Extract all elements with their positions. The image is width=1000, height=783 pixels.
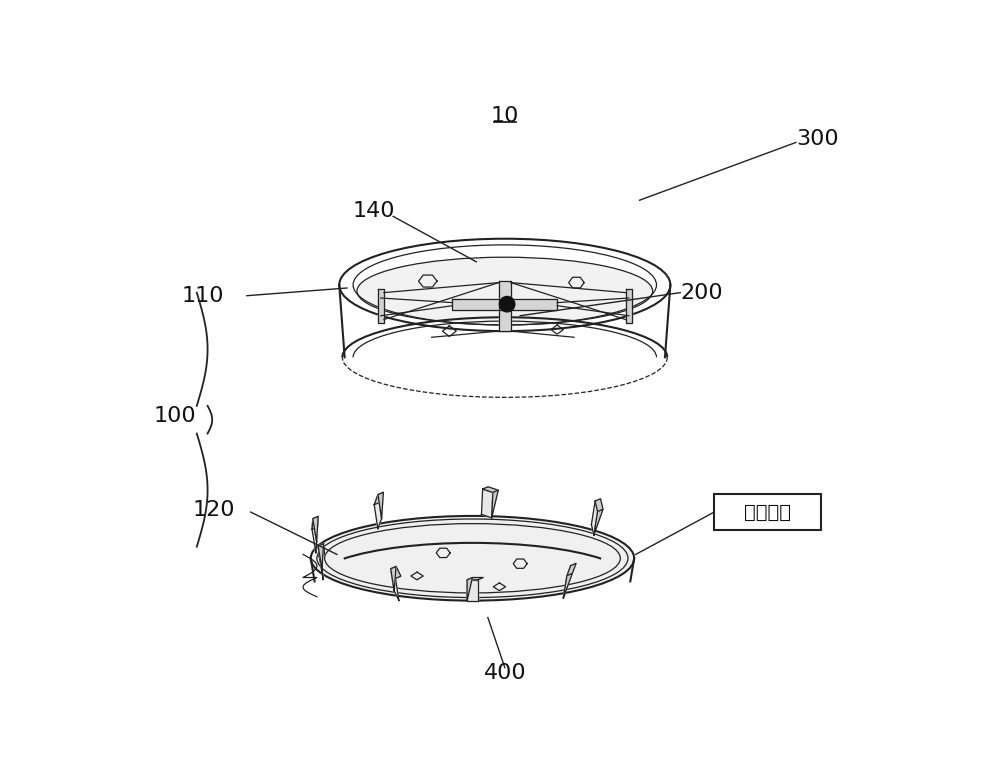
Polygon shape <box>374 495 382 529</box>
Polygon shape <box>595 499 603 511</box>
Polygon shape <box>511 299 557 309</box>
Polygon shape <box>483 487 498 493</box>
Polygon shape <box>378 493 383 518</box>
Ellipse shape <box>311 516 634 601</box>
Text: 200: 200 <box>680 283 723 302</box>
Polygon shape <box>626 289 632 323</box>
Text: 140: 140 <box>353 201 395 221</box>
Polygon shape <box>567 563 576 576</box>
Polygon shape <box>312 516 318 529</box>
Polygon shape <box>318 543 325 557</box>
Polygon shape <box>499 281 511 301</box>
Text: 400: 400 <box>483 663 526 683</box>
Polygon shape <box>391 568 399 601</box>
Polygon shape <box>499 309 511 331</box>
Polygon shape <box>594 509 603 535</box>
Bar <box>714 494 820 530</box>
Text: 120: 120 <box>193 500 235 520</box>
Circle shape <box>499 297 515 312</box>
Polygon shape <box>467 578 483 580</box>
Text: 报警单元: 报警单元 <box>744 503 791 521</box>
Polygon shape <box>318 546 323 579</box>
Polygon shape <box>563 573 572 598</box>
Ellipse shape <box>357 257 653 325</box>
Polygon shape <box>391 566 401 579</box>
Polygon shape <box>467 578 472 601</box>
Polygon shape <box>591 501 598 535</box>
Text: 300: 300 <box>796 128 838 149</box>
Text: 100: 100 <box>154 406 197 426</box>
Polygon shape <box>563 565 571 598</box>
Text: 10: 10 <box>491 106 519 125</box>
Polygon shape <box>318 543 324 568</box>
Polygon shape <box>374 493 383 505</box>
Polygon shape <box>312 518 317 553</box>
Polygon shape <box>313 516 318 542</box>
Polygon shape <box>452 299 499 309</box>
Polygon shape <box>378 289 384 323</box>
Polygon shape <box>467 580 478 601</box>
Polygon shape <box>391 566 396 591</box>
Text: 110: 110 <box>181 286 224 305</box>
Polygon shape <box>481 489 493 518</box>
Polygon shape <box>492 490 498 518</box>
